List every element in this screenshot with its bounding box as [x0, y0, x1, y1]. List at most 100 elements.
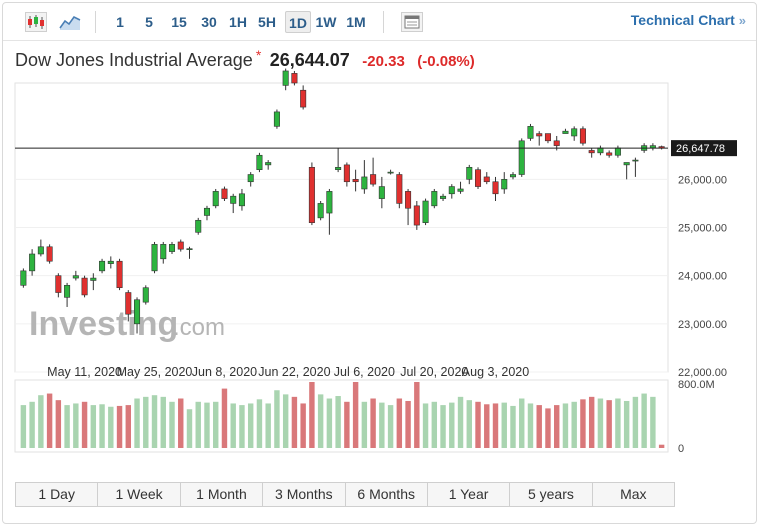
volume-bar-up: [73, 403, 79, 448]
volume-bar-up: [449, 402, 455, 448]
chevron-right-icon: »: [738, 13, 746, 28]
period-30[interactable]: 30: [201, 14, 217, 30]
candle-down: [606, 152, 613, 156]
candle-down: [483, 176, 490, 183]
period-1w[interactable]: 1W: [315, 14, 337, 30]
candle-up: [527, 126, 534, 139]
range-5-years[interactable]: 5 years: [510, 483, 593, 506]
price-change-percent: (-0.08%): [417, 53, 475, 70]
candle-down: [125, 292, 132, 315]
period-5[interactable]: 5: [145, 14, 153, 30]
range-3-months[interactable]: 3 Months: [263, 483, 346, 506]
volume-bar-up: [510, 405, 516, 448]
range-1-month[interactable]: 1 Month: [181, 483, 264, 506]
area-chart-icon[interactable]: [59, 12, 81, 32]
period-1[interactable]: 1: [116, 14, 124, 30]
volume-bar-up: [186, 409, 193, 448]
candle-up: [160, 244, 167, 260]
candle-up: [186, 248, 193, 250]
volume-bar-down: [588, 396, 595, 448]
candle-up: [623, 162, 630, 166]
axes: 22,000.00 23,000.00 24,000.00 25,000.00 26,0…: [15, 140, 737, 455]
volume-bar-up: [501, 402, 507, 448]
candlestick-chart[interactable]: Investing .com 22,000.00 23,000.00 24,000.…: [3, 3, 758, 473]
volume-bar-down: [658, 444, 665, 448]
y-gridlines: [15, 178, 668, 373]
volume-bar-up: [282, 394, 289, 448]
volume-bar-up: [169, 401, 175, 448]
candle-down: [544, 133, 551, 142]
volume-bar-up: [239, 405, 245, 448]
candle-up: [501, 179, 508, 190]
candle-up: [195, 219, 202, 233]
range-1-week[interactable]: 1 Week: [98, 483, 181, 506]
range-1-year[interactable]: 1 Year: [428, 483, 511, 506]
period-5h[interactable]: 5H: [258, 14, 276, 30]
candle-up: [72, 275, 79, 279]
volume-bar-up: [326, 398, 333, 448]
candle-up: [387, 171, 394, 174]
technical-chart-link[interactable]: Technical Chart»: [631, 12, 746, 28]
period-15[interactable]: 15: [171, 14, 187, 30]
x-tick-label: Jun 8, 2020: [192, 365, 257, 379]
y-tick-label: 22,000.00: [678, 367, 727, 379]
volume-bar-up: [213, 401, 219, 448]
candle-up: [212, 191, 219, 207]
delayed-star-icon: *: [255, 47, 262, 63]
volume-bar-up: [466, 400, 472, 448]
candle-up: [282, 70, 289, 86]
volume-bar-up: [29, 401, 35, 448]
volume-bar-up: [20, 405, 27, 448]
volume-bar-up: [361, 401, 368, 448]
volume-plot-frame: [14, 379, 669, 453]
current-price-label: 26,647.78: [676, 143, 725, 155]
period-1h[interactable]: 1H: [229, 14, 247, 30]
volume-bar-up: [440, 405, 446, 448]
range-1-day[interactable]: 1 Day: [16, 483, 99, 506]
candle-down: [116, 260, 123, 289]
candle-up: [632, 159, 639, 162]
instrument-name: Dow Jones Industrial Average: [15, 50, 253, 70]
volume-bar-up: [38, 395, 44, 448]
volume-bar-down: [46, 393, 53, 448]
candle-down: [46, 246, 53, 262]
candle-up: [317, 203, 324, 219]
volume-bar-up: [90, 405, 97, 448]
candle-up: [440, 195, 447, 199]
range-max[interactable]: Max: [620, 486, 647, 502]
time-range-selector: 1 Day 1 Week 1 Month 3 Months 6 Months 1…: [15, 482, 675, 507]
candle-down: [352, 179, 359, 183]
volume-bar-down: [291, 396, 298, 448]
candle-up: [422, 200, 429, 223]
volume-bar-down: [475, 401, 481, 448]
candle-up: [326, 191, 333, 214]
calendar-icon[interactable]: [401, 12, 423, 32]
volume-bar-up: [143, 396, 149, 448]
volume-bar-up: [431, 401, 438, 448]
chart-toolbar: 1 5 15 30 1H 5H 1D 1W 1M Technical Chart…: [3, 3, 756, 41]
range-6-months[interactable]: 6 Months: [346, 483, 428, 506]
volume-bar-down: [55, 400, 62, 448]
volume-bar-down: [81, 401, 88, 448]
candle-up: [99, 260, 106, 272]
candlestick-chart-icon[interactable]: [25, 12, 47, 32]
x-tick-label: Jul 20, 2020: [400, 365, 468, 379]
candle-up: [151, 244, 158, 272]
candle-up: [509, 174, 517, 178]
period-1m[interactable]: 1M: [346, 14, 366, 30]
candle-down: [588, 150, 595, 154]
candle-up: [562, 130, 569, 134]
volume-bar-up: [108, 406, 114, 448]
period-1d[interactable]: 1D: [285, 11, 311, 33]
watermark-suffix: .com: [173, 314, 225, 341]
candle-up: [273, 111, 280, 127]
candle-up: [142, 287, 149, 303]
x-tick-label: Jul 6, 2020: [334, 365, 395, 379]
candle-up: [20, 270, 27, 286]
y-tick-label: 24,000.00: [678, 271, 727, 283]
volume-bar-up: [650, 396, 656, 448]
volume-bar-up: [379, 402, 385, 448]
volume-bar-up: [457, 396, 464, 448]
candle-down: [370, 174, 377, 185]
volume-bar-up: [247, 403, 254, 448]
